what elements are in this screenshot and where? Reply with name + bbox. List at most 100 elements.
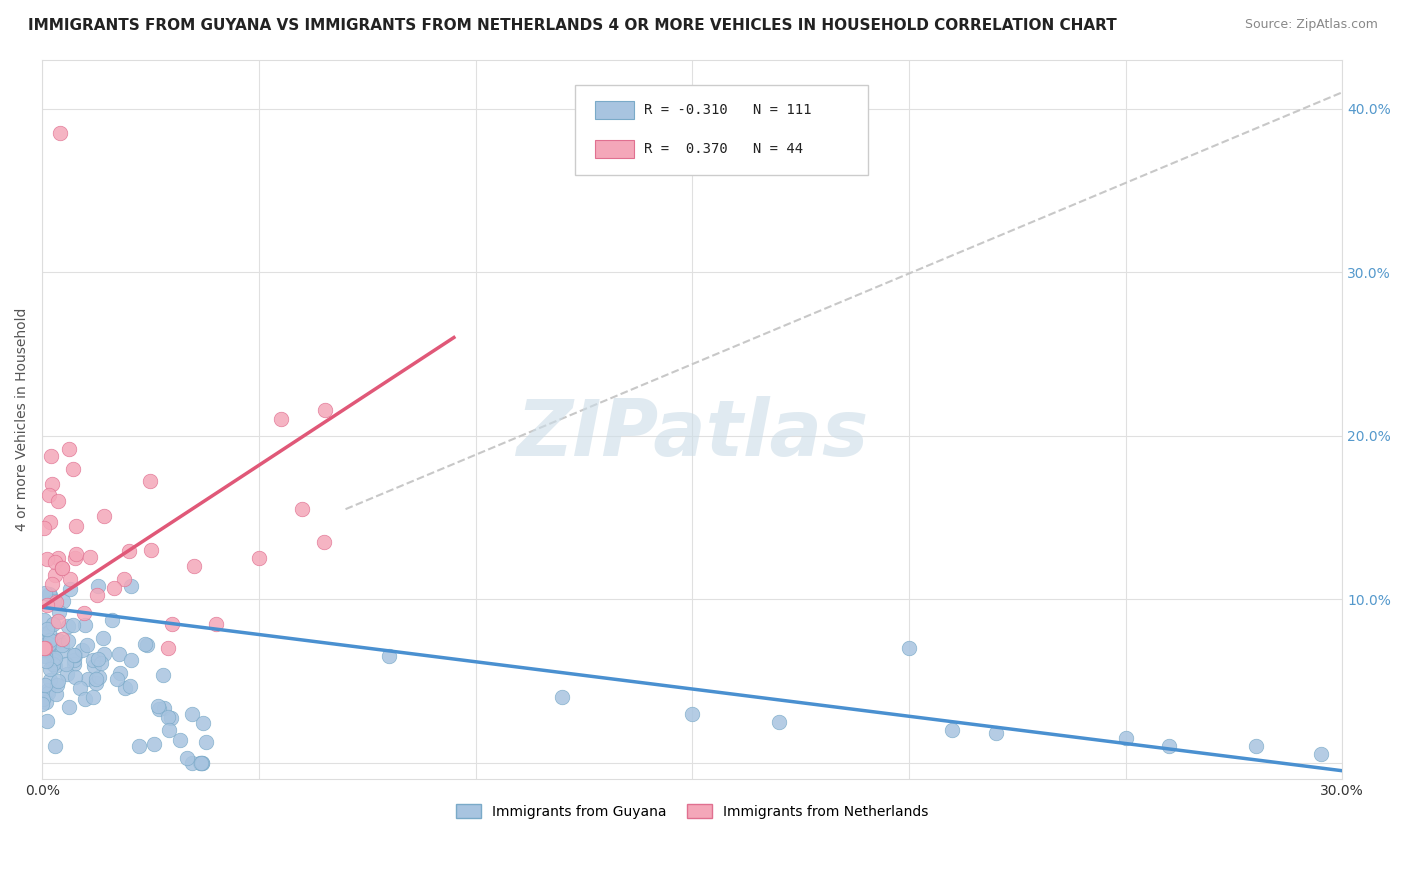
Point — [84, 676, 107, 690]
Point — [69, 681, 91, 696]
Point — [44, 659, 66, 673]
Point — [82, 653, 104, 667]
Point — [38, 587, 60, 601]
FancyBboxPatch shape — [575, 85, 868, 175]
Point — [32, 643, 55, 657]
Point — [146, 698, 169, 713]
Point — [86, 652, 108, 666]
Point — [191, 716, 214, 731]
Point — [82, 690, 104, 704]
Point — [63, 550, 86, 565]
Point — [37, 598, 59, 612]
Text: IMMIGRANTS FROM GUYANA VS IMMIGRANTS FROM NETHERLANDS 4 OR MORE VEHICLES IN HOUS: IMMIGRANTS FROM GUYANA VS IMMIGRANTS FRO… — [28, 18, 1116, 33]
Point — [169, 733, 191, 747]
Point — [44, 568, 66, 582]
Point — [34, 648, 56, 663]
Point — [139, 543, 162, 558]
Point — [73, 606, 96, 620]
Point — [768, 714, 790, 729]
Point — [51, 632, 73, 647]
Point — [118, 543, 141, 558]
Point — [291, 502, 314, 516]
Point — [110, 665, 132, 680]
Point — [44, 739, 66, 753]
Point — [63, 648, 86, 662]
Point — [39, 588, 62, 602]
Point — [51, 561, 73, 575]
Point — [118, 679, 141, 693]
Point — [181, 706, 204, 721]
Point — [32, 692, 55, 706]
Point — [39, 673, 62, 687]
Point — [103, 581, 125, 595]
Text: R =  0.370   N = 44: R = 0.370 N = 44 — [644, 142, 803, 156]
Point — [93, 508, 115, 523]
Point — [76, 638, 98, 652]
Point — [194, 734, 217, 748]
Point — [41, 577, 63, 591]
Point — [32, 521, 55, 535]
Point — [247, 551, 270, 566]
Point — [101, 614, 124, 628]
Point — [108, 647, 131, 661]
Point — [114, 681, 136, 696]
Point — [160, 616, 183, 631]
Point — [34, 586, 56, 600]
Y-axis label: 4 or more Vehicles in Household: 4 or more Vehicles in Household — [15, 308, 30, 531]
Point — [34, 641, 56, 656]
Point — [551, 690, 574, 705]
Point — [38, 661, 60, 675]
Point — [62, 462, 84, 476]
Point — [38, 637, 60, 651]
Point — [38, 632, 60, 647]
Point — [44, 555, 66, 569]
Point — [44, 653, 66, 667]
Point — [48, 605, 70, 619]
Point — [93, 631, 115, 645]
Point — [120, 653, 142, 667]
Point — [56, 634, 79, 648]
Point — [56, 666, 79, 681]
Point — [62, 648, 84, 663]
Point — [191, 756, 214, 770]
Point — [681, 706, 703, 721]
Point — [37, 622, 59, 636]
Point — [32, 613, 55, 627]
Point — [73, 618, 96, 632]
Point — [41, 657, 63, 671]
Point — [139, 474, 162, 488]
Point — [191, 756, 214, 770]
Point — [38, 488, 60, 502]
Point — [65, 548, 87, 562]
Legend: Immigrants from Guyana, Immigrants from Netherlands: Immigrants from Guyana, Immigrants from … — [449, 797, 935, 826]
Point — [76, 672, 98, 686]
Point — [156, 710, 179, 724]
Point — [1115, 731, 1137, 745]
Point — [59, 582, 82, 596]
Point — [63, 653, 86, 667]
Point — [46, 494, 69, 508]
FancyBboxPatch shape — [595, 101, 634, 119]
Point — [45, 687, 67, 701]
Point — [39, 449, 62, 463]
Point — [183, 559, 205, 574]
Point — [87, 579, 110, 593]
Point — [270, 412, 292, 426]
Point — [1244, 739, 1267, 754]
Point — [152, 668, 174, 682]
Point — [38, 624, 60, 639]
Point — [63, 657, 86, 672]
Point — [32, 630, 55, 644]
Point — [32, 641, 55, 656]
FancyBboxPatch shape — [595, 140, 634, 158]
Point — [56, 619, 79, 633]
Point — [120, 579, 142, 593]
Point — [37, 551, 59, 566]
Point — [48, 634, 70, 648]
Point — [51, 561, 73, 575]
Point — [38, 644, 60, 658]
Point — [156, 641, 179, 656]
Point — [1157, 739, 1180, 754]
Point — [148, 701, 170, 715]
Point — [65, 518, 87, 533]
